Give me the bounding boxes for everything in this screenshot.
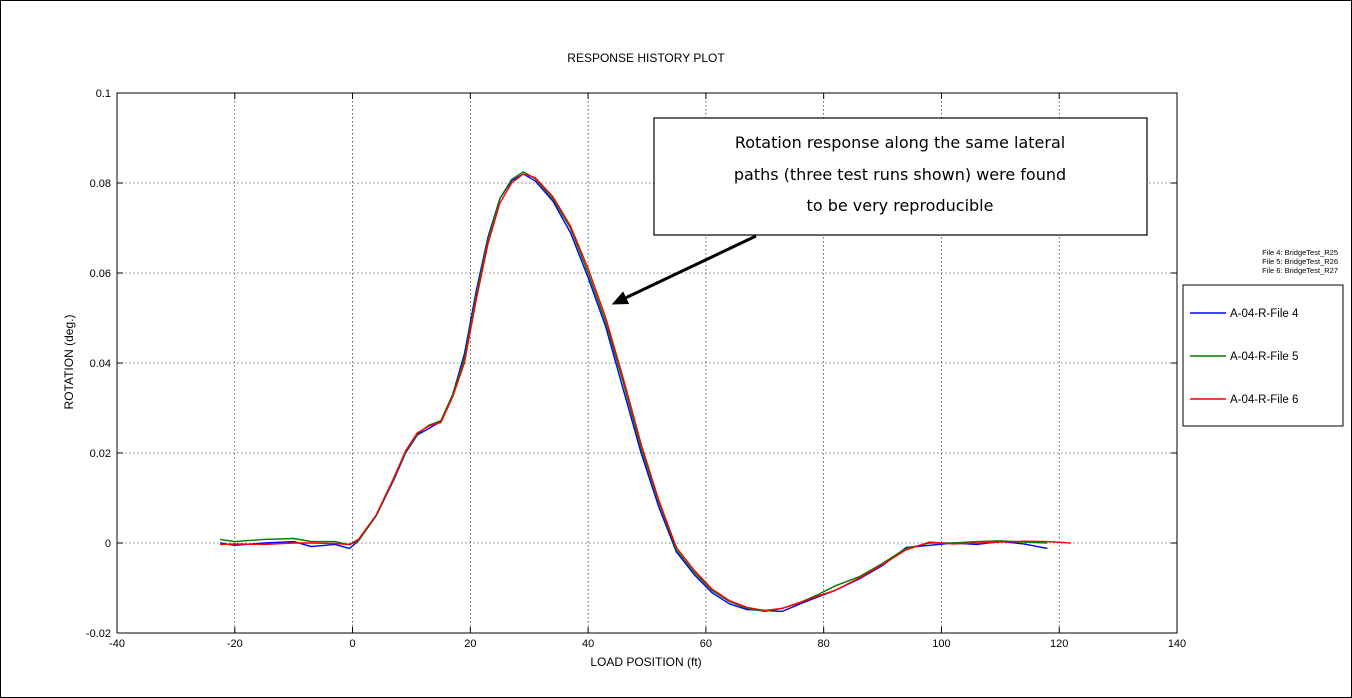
legend-label-file-4: A-04-R-File 4 bbox=[1230, 308, 1299, 320]
x-tick-label: 0 bbox=[349, 638, 355, 650]
x-tick-label: 60 bbox=[700, 638, 712, 650]
series-line-file-6 bbox=[220, 173, 1072, 612]
series-line-file-4 bbox=[219, 173, 1048, 613]
annotation-arrow bbox=[625, 234, 757, 299]
annotation-line-1: Rotation response along the same lateral bbox=[735, 133, 1065, 152]
chart-title: RESPONSE HISTORY PLOT bbox=[567, 51, 725, 65]
annotation-arrowhead bbox=[611, 291, 630, 305]
x-tick-label: 40 bbox=[582, 638, 594, 650]
x-tick-label: -40 bbox=[109, 638, 125, 650]
x-tick-label: 120 bbox=[1050, 638, 1068, 650]
file-list-item: File 5: BridgeTest_R26 bbox=[1262, 257, 1338, 266]
legend: A-04-R-File 4 A-04-R-File 5 A-04-R-File … bbox=[1182, 284, 1344, 427]
axis-ticks: -40 -20 0 20 40 60 80 100 120 140 -0.02 0 0.02 0.04 0.… bbox=[86, 88, 1186, 650]
series-lines bbox=[219, 171, 1072, 613]
x-tick-label: 80 bbox=[818, 638, 830, 650]
annotation-box bbox=[653, 117, 1148, 236]
y-tick-label: 0.08 bbox=[90, 178, 111, 190]
annotation-line-2: paths (three test runs shown) were found bbox=[734, 165, 1066, 184]
y-tick-label: 0.04 bbox=[90, 358, 111, 370]
annotation-line-3: to be very reproducible bbox=[807, 196, 994, 215]
legend-label-file-6: A-04-R-File 6 bbox=[1230, 394, 1298, 406]
x-axis-label: LOAD POSITION (ft) bbox=[590, 655, 701, 669]
annotation-callout: Rotation response along the same lateral… bbox=[611, 117, 1148, 305]
file-list-item: File 4: BridgeTest_R25 bbox=[1262, 248, 1338, 257]
file-list: File 4: BridgeTest_R25 File 5: BridgeTes… bbox=[1262, 248, 1338, 275]
x-tick-label: 100 bbox=[932, 638, 950, 650]
x-tick-label: 20 bbox=[464, 638, 476, 650]
y-tick-label: -0.02 bbox=[86, 628, 111, 640]
file-list-item: File 6: BridgeTest_R27 bbox=[1262, 266, 1338, 275]
x-tick-label: 140 bbox=[1168, 638, 1186, 650]
legend-label-file-5: A-04-R-File 5 bbox=[1230, 351, 1298, 363]
y-tick-label: 0 bbox=[105, 538, 111, 550]
x-tick-label: -20 bbox=[227, 638, 243, 650]
y-axis-label: ROTATION (deg.) bbox=[62, 315, 76, 410]
y-tick-label: 0.06 bbox=[90, 268, 111, 280]
y-tick-label: 0.1 bbox=[96, 88, 111, 100]
y-tick-label: 0.02 bbox=[90, 448, 111, 460]
